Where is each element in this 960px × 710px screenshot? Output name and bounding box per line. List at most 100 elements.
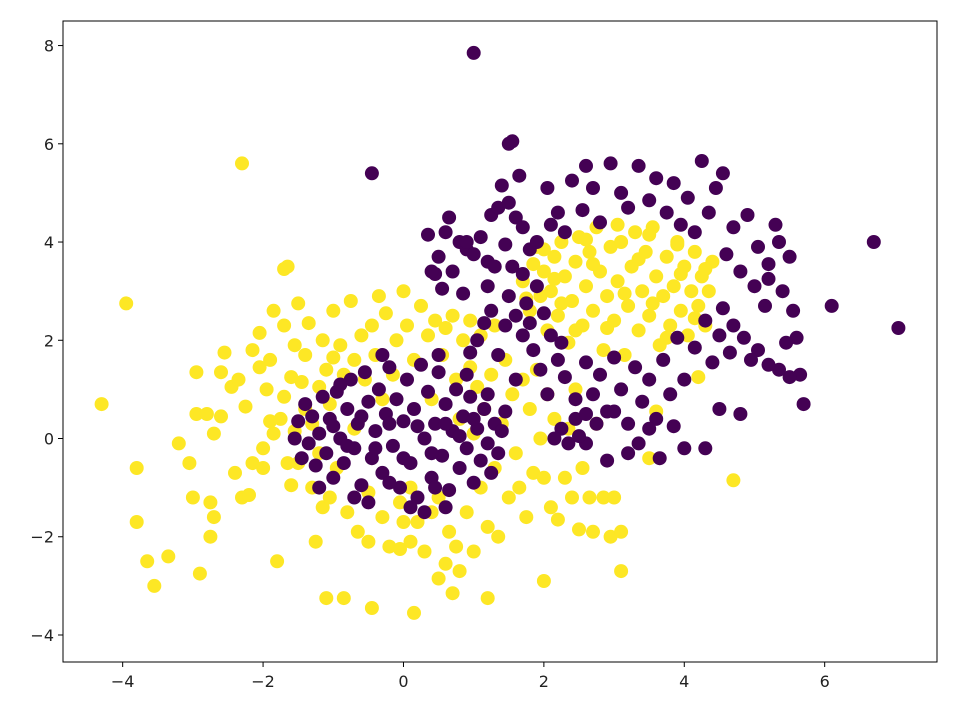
scatter-point xyxy=(361,534,376,549)
scatter-point xyxy=(533,431,548,446)
scatter-point xyxy=(501,289,516,304)
scatter-point xyxy=(501,195,516,210)
x-tick-label: 0 xyxy=(398,672,408,691)
scatter-point xyxy=(428,313,443,328)
scatter-point xyxy=(333,377,348,392)
scatter-point xyxy=(470,379,485,394)
scatter-point xyxy=(740,208,755,222)
scatter-point xyxy=(642,372,657,387)
scatter-point xyxy=(687,340,702,355)
scatter-point xyxy=(410,490,425,505)
scatter-point xyxy=(280,259,295,274)
scatter-point xyxy=(424,446,439,461)
scatter-point xyxy=(480,436,495,451)
scatter-point xyxy=(557,225,572,240)
scatter-point xyxy=(473,230,488,245)
scatter-point xyxy=(350,524,365,539)
scatter-point xyxy=(459,441,474,456)
scatter-point xyxy=(568,392,583,407)
scatter-point xyxy=(442,483,457,498)
scatter-point xyxy=(442,524,457,539)
scatter-point xyxy=(554,296,569,311)
scatter-point xyxy=(789,330,804,345)
scatter-point xyxy=(245,343,260,358)
scatter-point xyxy=(631,323,646,338)
scatter-point xyxy=(793,367,808,382)
scatter-point xyxy=(273,411,288,426)
scatter-point xyxy=(371,289,386,304)
scatter-point xyxy=(308,534,323,549)
scatter-point xyxy=(698,262,713,276)
scatter-point xyxy=(487,318,502,333)
scatter-point xyxy=(319,446,334,461)
scatter-point xyxy=(140,554,155,569)
scatter-point xyxy=(614,564,629,579)
scatter-point xyxy=(600,453,615,468)
scatter-point xyxy=(463,345,478,360)
scatter-point xyxy=(459,505,474,520)
scatter-point xyxy=(438,416,453,431)
scatter-point xyxy=(235,156,249,171)
scatter-point xyxy=(705,355,720,370)
scatter-point xyxy=(214,409,228,424)
scatter-point xyxy=(185,490,200,505)
scatter-point xyxy=(189,365,204,380)
scatter-point xyxy=(522,316,537,331)
scatter-point xyxy=(491,348,506,362)
scatter-point xyxy=(547,249,562,264)
scatter-point xyxy=(305,409,320,424)
scatter-point xyxy=(347,490,362,505)
scatter-point xyxy=(336,456,351,471)
scatter-point xyxy=(238,399,253,414)
scatter-point xyxy=(561,436,576,451)
scatter-point xyxy=(631,436,646,451)
scatter-point xyxy=(772,362,786,377)
scatter-point xyxy=(364,166,379,181)
scatter-point xyxy=(252,360,267,375)
scatter-point xyxy=(631,158,646,173)
scatter-point xyxy=(568,323,583,338)
scatter-point xyxy=(315,389,330,404)
scatter-point xyxy=(680,328,695,343)
scatter-point xyxy=(603,239,618,254)
scatter-point xyxy=(400,372,414,387)
scatter-point xyxy=(449,372,464,387)
scatter-point xyxy=(775,284,790,299)
scatter-point xyxy=(452,564,467,579)
scatter-point xyxy=(779,335,794,350)
y-tick-label: 2 xyxy=(44,331,54,350)
scatter-point xyxy=(565,173,579,188)
scatter-point xyxy=(670,237,685,252)
scatter-point xyxy=(315,500,330,515)
scatter-point xyxy=(677,372,692,387)
scatter-point xyxy=(761,357,776,372)
scatter-point xyxy=(203,495,218,510)
scatter-point xyxy=(417,505,432,520)
scatter-point xyxy=(319,591,334,606)
scatter-point xyxy=(536,264,551,279)
scatter-point xyxy=(512,480,527,495)
scatter-point xyxy=(463,389,478,404)
y-axis-ticks: −4 −2 0 2 4 6 8 xyxy=(30,37,63,645)
scatter-point xyxy=(403,480,418,495)
y-tick-label: 6 xyxy=(44,135,54,154)
scatter-point xyxy=(403,500,418,515)
scatter-point xyxy=(498,237,513,252)
scatter-point xyxy=(203,529,218,544)
scatter-point xyxy=(393,480,407,495)
scatter-point xyxy=(484,367,499,382)
scatter-point xyxy=(445,586,460,601)
scatter-point xyxy=(270,554,285,569)
scatter-point xyxy=(368,424,383,439)
scatter-point xyxy=(407,605,421,620)
scatter-point xyxy=(449,382,464,397)
scatter-point xyxy=(182,456,197,471)
scatter-point xyxy=(438,500,453,515)
scatter-point xyxy=(596,490,611,505)
scatter-point xyxy=(421,384,435,399)
scatter-point xyxy=(614,235,629,249)
scatter-point xyxy=(284,370,299,385)
scatter-point xyxy=(726,473,741,488)
scatter-point xyxy=(498,318,513,333)
